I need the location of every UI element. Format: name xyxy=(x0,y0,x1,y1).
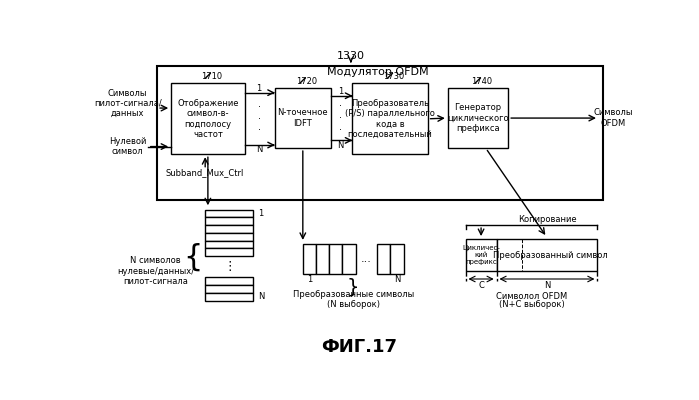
Text: 1330: 1330 xyxy=(337,51,365,61)
Bar xyxy=(157,66,603,200)
Text: N: N xyxy=(258,292,264,301)
Bar xyxy=(206,233,253,240)
Text: N: N xyxy=(338,140,344,150)
Text: 1730: 1730 xyxy=(383,72,405,81)
Text: ФИГ.17: ФИГ.17 xyxy=(321,338,396,356)
Text: (N+C выборок): (N+C выборок) xyxy=(498,300,564,309)
Text: ·
·
·: · · · xyxy=(339,102,343,135)
Text: Преобразованные символы
(N выборок): Преобразованные символы (N выборок) xyxy=(293,290,414,310)
Bar xyxy=(352,84,428,154)
Text: Отображение
символ-в-
подполосу
частот: Отображение символ-в- подполосу частот xyxy=(177,99,238,139)
Bar xyxy=(206,225,253,233)
Text: Символы
OFDM: Символы OFDM xyxy=(593,108,633,128)
Text: Преобразованный символ: Преобразованный символ xyxy=(493,251,608,260)
Bar xyxy=(206,248,253,256)
Text: }: } xyxy=(347,278,359,297)
Bar xyxy=(448,88,508,148)
Text: {: { xyxy=(183,242,203,272)
Text: N-точечное
IDFT: N-точечное IDFT xyxy=(278,108,328,128)
Text: Subband_Mux_Ctrl: Subband_Mux_Ctrl xyxy=(166,168,245,177)
Bar xyxy=(496,239,598,271)
Text: 1720: 1720 xyxy=(296,77,317,86)
Bar xyxy=(329,244,343,274)
Text: ...: ... xyxy=(361,254,372,264)
Bar xyxy=(206,240,253,248)
Text: Преобразователь
(P/S) параллельного
кода в
последовательный: Преобразователь (P/S) параллельного кода… xyxy=(345,99,435,139)
Text: 1710: 1710 xyxy=(201,72,222,81)
Bar xyxy=(206,210,253,218)
Bar xyxy=(377,244,391,274)
Text: 1: 1 xyxy=(307,274,312,284)
Text: C: C xyxy=(478,281,484,290)
Bar xyxy=(343,244,356,274)
Text: Цикличес-
кий
префикс: Цикличес- кий префикс xyxy=(462,245,500,265)
Text: N: N xyxy=(544,281,550,290)
Bar xyxy=(206,278,253,285)
Text: Копирование: Копирование xyxy=(518,215,576,224)
Bar xyxy=(206,218,253,225)
Text: 1: 1 xyxy=(338,87,343,96)
Text: N: N xyxy=(256,145,262,154)
Bar xyxy=(171,84,245,154)
Bar xyxy=(206,285,253,293)
Bar xyxy=(466,239,496,271)
Bar xyxy=(391,244,403,274)
Text: Генератор
циклического
префикса: Генератор циклического префикса xyxy=(447,103,509,133)
Text: Модулятор OFDM: Модулятор OFDM xyxy=(327,67,428,77)
Bar xyxy=(316,244,329,274)
Text: 1: 1 xyxy=(258,209,263,218)
Text: N символов
нулевые/данных/
пилот-сигнала: N символов нулевые/данных/ пилот-сигнала xyxy=(117,256,194,286)
Bar xyxy=(275,88,331,148)
Text: Символол OFDM: Символол OFDM xyxy=(496,292,567,301)
Text: ·
·
·: · · · xyxy=(257,102,261,136)
Text: N: N xyxy=(394,274,400,284)
Text: Нулевой
символ: Нулевой символ xyxy=(109,137,146,156)
Bar xyxy=(206,293,253,300)
Text: Символы
пилот-сигнала/
данных: Символы пилот-сигнала/ данных xyxy=(94,88,161,118)
Text: 1740: 1740 xyxy=(471,77,492,86)
Text: ⋮: ⋮ xyxy=(223,260,236,273)
Bar xyxy=(303,244,316,274)
Text: 1: 1 xyxy=(257,84,261,93)
